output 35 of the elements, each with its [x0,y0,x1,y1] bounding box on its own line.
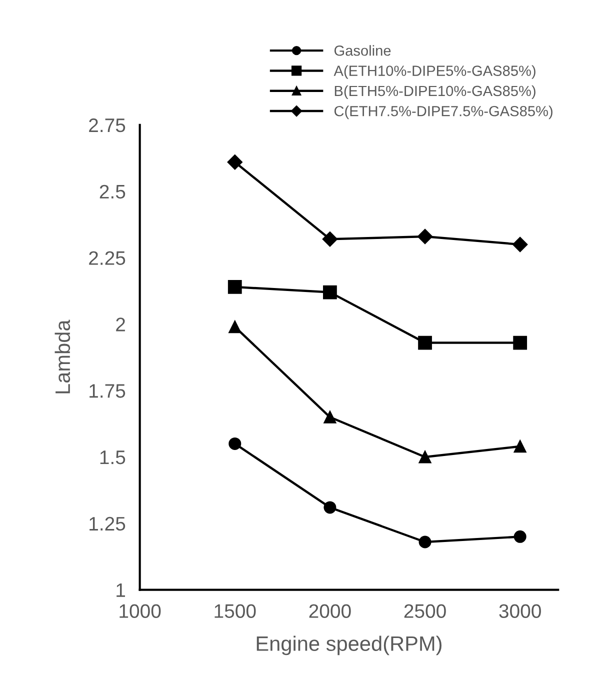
x-tick-label: 2000 [309,604,351,618]
y-tick-label: 2.5 [100,184,126,199]
x-axis-title: Engine speed(RPM) [256,636,442,656]
y-tick-label: 2.25 [89,251,126,265]
point [324,410,336,424]
y-tick-label: 1.75 [90,384,126,398]
x-tick-label: 2500 [404,604,446,618]
point [323,285,337,300]
point [514,530,526,543]
legend-label: C(ETH7.5%-DIPE7.5%-GAS85%) [334,106,552,120]
x-tick-label: 1000 [120,604,161,618]
point [322,232,338,247]
point [513,336,528,350]
y-tick-label: 2 [116,318,125,332]
point [418,536,432,548]
point [227,154,242,170]
y-tick-label: 1.5 [100,450,126,464]
point [228,280,242,294]
point [324,501,336,514]
point [228,437,242,450]
point [512,236,528,252]
x-tick-label: 3000 [499,604,541,618]
point [418,336,432,350]
y-tick-label: 1.25 [90,516,126,531]
y-tick-label: 1 [116,583,125,597]
point [417,228,433,244]
x-tick-label: 1500 [214,604,256,618]
legend-label: B(ETH5%-DIPE10%-GAS85%) [334,85,536,99]
legend-label: A(ETH10%-DIPE5%-GAS85%) [334,65,536,79]
point [228,320,242,334]
point [418,450,432,464]
y-tick-label: 2.75 [89,118,126,132]
legend-label: Gasoline [334,45,391,56]
point [514,440,526,453]
y-axis-title: Lambda [54,320,70,394]
